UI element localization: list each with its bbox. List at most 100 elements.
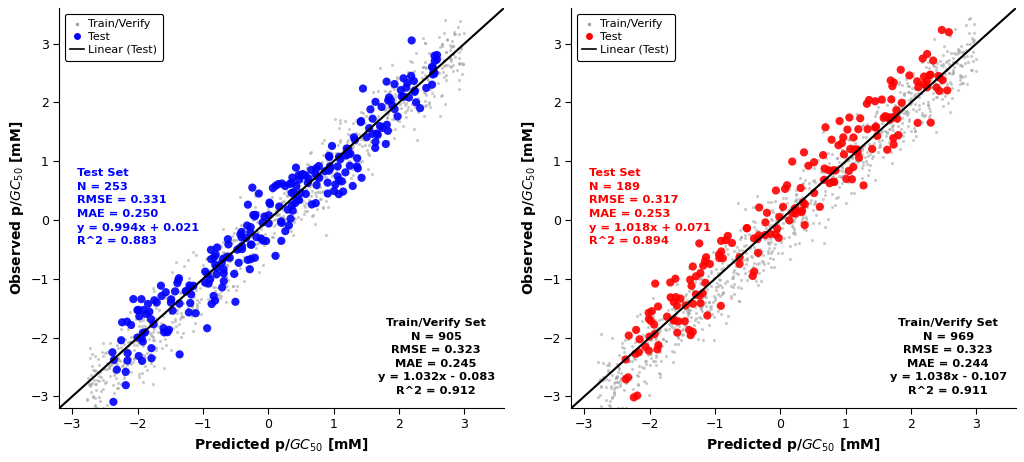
Point [375,124,391,132]
Point [433,91,450,98]
Point [764,247,780,255]
Point [135,379,152,386]
Point [953,73,970,81]
Point [362,106,379,113]
Point [840,136,856,143]
Point [771,227,787,235]
Point [629,392,645,399]
Point [751,231,767,239]
Point [744,272,761,280]
Point [232,256,249,263]
Point [685,288,701,295]
Point [869,108,886,115]
Point [845,145,861,152]
Point [881,115,897,122]
Point [200,299,216,306]
Point [191,298,208,305]
Point [165,307,181,314]
Point [171,288,187,296]
Point [131,313,147,320]
Point [224,283,241,290]
Point [929,93,945,101]
Point [330,173,346,180]
Point [893,125,909,133]
Point [433,92,450,100]
Point [272,201,289,208]
Point [821,159,838,166]
Point [229,261,246,268]
Point [602,402,618,409]
Point [934,75,950,82]
Point [284,227,300,234]
Point [796,149,812,156]
Point [763,231,779,238]
Point [823,151,840,158]
Point [276,190,293,197]
Point [162,295,178,302]
Point [903,99,920,107]
Point [711,283,727,290]
Point [297,172,313,179]
Point [942,78,958,85]
Point [739,276,756,284]
Point [870,127,887,134]
Point [867,112,884,120]
Point [168,287,184,294]
Point [354,157,371,164]
Point [935,103,951,110]
Point [304,201,321,208]
Point [158,289,174,296]
Point [143,354,160,362]
Point [84,351,100,358]
Point [133,322,150,330]
Point [951,48,968,55]
Point [223,233,240,240]
Point [158,295,174,302]
Point [731,298,748,305]
Point [215,249,231,256]
Point [814,178,830,185]
Point [269,200,286,207]
Point [696,300,713,308]
Point [262,201,279,208]
Point [119,367,135,375]
Point [422,103,438,110]
Point [415,64,431,71]
Point [922,111,938,118]
Point [679,305,695,313]
Point [709,266,725,273]
Point [816,239,833,247]
Point [694,303,711,310]
Point [767,198,783,205]
Point [899,79,915,87]
Point [915,73,932,80]
Point [634,364,650,371]
Point [360,124,377,132]
Point [431,69,447,77]
Point [590,428,606,435]
Point [275,197,292,204]
Point [368,98,384,105]
Point [907,91,924,98]
Point [793,174,809,182]
Point [399,79,416,87]
Point [861,140,878,148]
Point [301,196,317,204]
Point [849,154,865,161]
Point [349,164,366,172]
Point [295,201,311,209]
Point [730,255,746,263]
Point [389,84,406,91]
Point [454,71,470,78]
Point [929,75,945,83]
Point [292,175,308,182]
Point [834,168,850,175]
Point [180,307,197,314]
Point [305,212,322,219]
Point [921,104,937,111]
Point [171,304,187,311]
Point [116,340,132,347]
X-axis label: Predicted p/$\it{GC}_{50}$ [mM]: Predicted p/$\it{GC}_{50}$ [mM] [706,436,881,454]
Point [341,126,357,133]
Point [289,196,305,203]
